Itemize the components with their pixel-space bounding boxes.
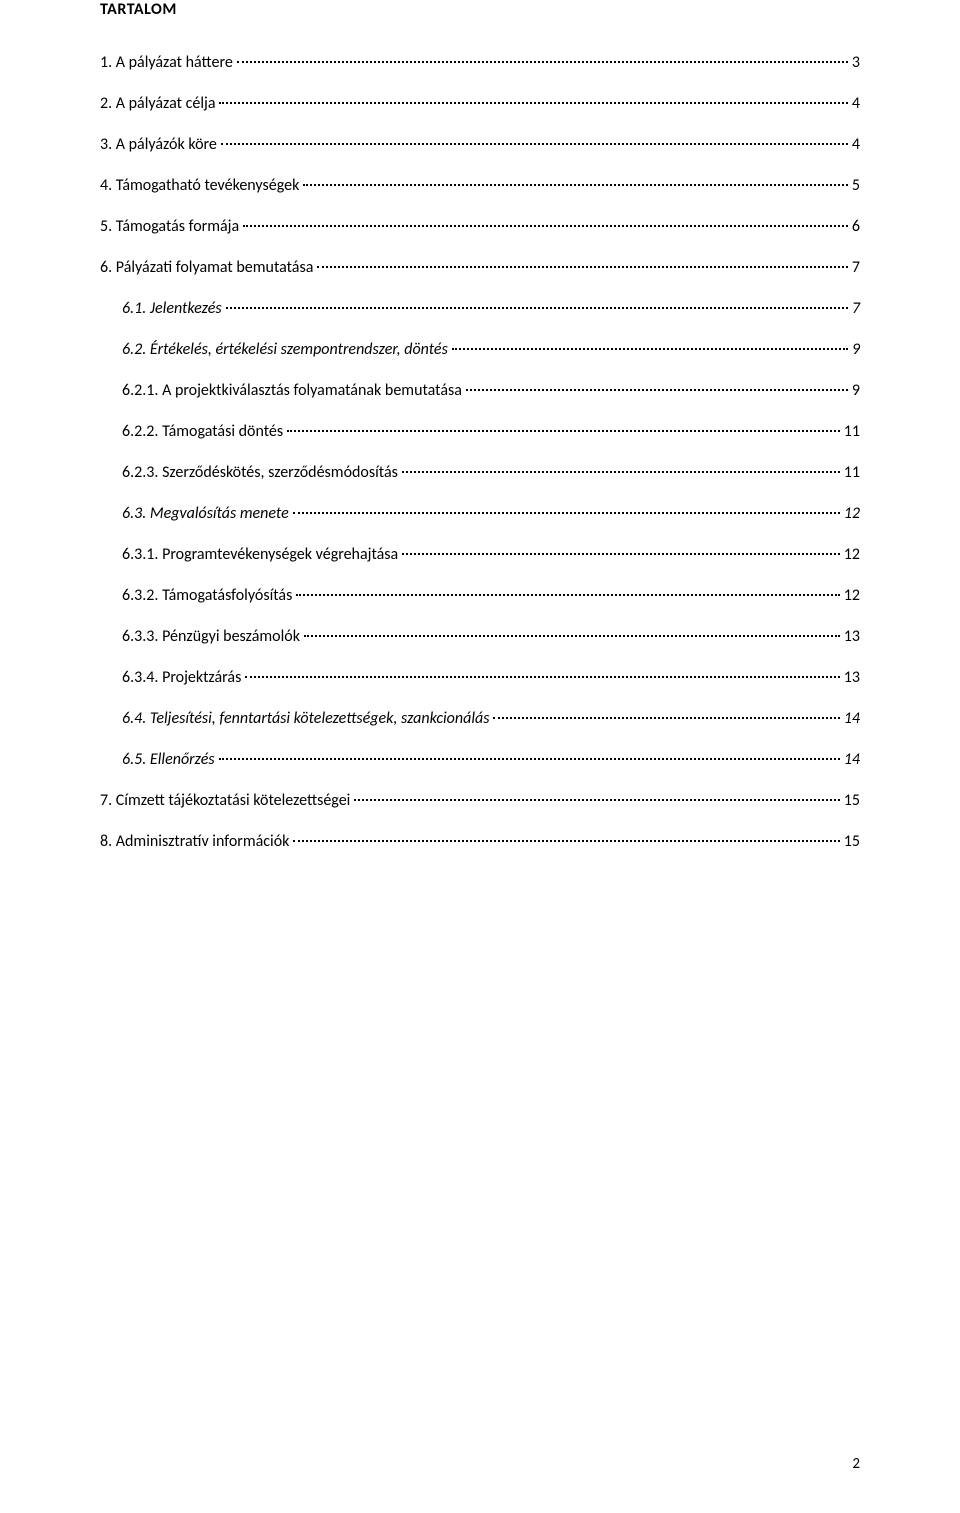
- toc-entry-label: 2. A pályázat célja: [100, 94, 215, 113]
- toc-leader-dots: [287, 430, 840, 432]
- toc-leader-dots: [493, 717, 839, 719]
- toc-entry-page: 15: [844, 791, 860, 810]
- toc-entry: 6.3.4. Projektzárás 13: [100, 668, 860, 687]
- toc-leader-dots: [219, 758, 840, 760]
- toc-entry-page: 7: [852, 258, 860, 277]
- toc-entry: 6. Pályázati folyamat bemutatása 7: [100, 258, 860, 277]
- page-number: 2: [852, 1455, 860, 1473]
- toc-leader-dots: [452, 348, 848, 350]
- toc-leader-dots: [466, 389, 848, 391]
- toc-leader-dots: [402, 553, 840, 555]
- toc-entry-page: 13: [844, 668, 860, 687]
- toc-leader-dots: [354, 799, 839, 801]
- toc-entry-label: 6.3.1. Programtevékenységek végrehajtása: [122, 545, 398, 564]
- toc-entry: 6.3.2. Támogatásfolyósítás 12: [100, 586, 860, 605]
- toc-leader-dots: [226, 307, 848, 309]
- document-page: TARTALOM 1. A pályázat háttere 3 2. A pály…: [0, 0, 960, 1513]
- toc-entry-label: 6.2.2. Támogatási döntés: [122, 422, 283, 441]
- toc-entry-label: 3. A pályázók köre: [100, 135, 217, 154]
- toc-entry-page: 11: [844, 463, 860, 482]
- toc-entry: 6.2. Értékelés, értékelési szempontrends…: [100, 340, 860, 359]
- toc-entry-page: 6: [852, 217, 860, 236]
- toc-entry-page: 15: [844, 832, 860, 851]
- toc-entry-label: 6.3.4. Projektzárás: [122, 668, 241, 687]
- toc-entry-label: 6.3.3. Pénzügyi beszámolók: [122, 627, 300, 646]
- toc-entry-page: 13: [844, 627, 860, 646]
- toc-leader-dots: [293, 840, 839, 842]
- toc-entry-label: 6.5. Ellenőrzés: [122, 750, 215, 769]
- toc-entry: 4. Támogatható tevékenységek 5: [100, 176, 860, 195]
- toc-entry-page: 9: [852, 340, 860, 359]
- toc-entry-label: 7. Címzett tájékoztatási kötelezettségei: [100, 791, 350, 810]
- toc-leader-dots: [221, 143, 848, 145]
- toc-entry-page: 12: [844, 504, 860, 523]
- toc-entry: 6.3. Megvalósítás menete 12: [100, 504, 860, 523]
- toc-entry: 6.3.3. Pénzügyi beszámolók 13: [100, 627, 860, 646]
- toc-leader-dots: [237, 61, 848, 63]
- toc-entry-label: 6.1. Jelentkezés: [122, 299, 222, 318]
- toc-entry-label: 5. Támogatás formája: [100, 217, 239, 236]
- toc-leader-dots: [317, 266, 848, 268]
- toc-entry: 6.1. Jelentkezés 7: [100, 299, 860, 318]
- toc-entry: 1. A pályázat háttere 3: [100, 53, 860, 72]
- toc-entry-label: 6.3.2. Támogatásfolyósítás: [122, 586, 292, 605]
- toc-entry-page: 5: [852, 176, 860, 195]
- toc-entry-label: 6.2. Értékelés, értékelési szempontrends…: [122, 340, 448, 359]
- toc-entry-label: 6.3. Megvalósítás menete: [122, 504, 289, 523]
- toc-entry-page: 4: [852, 135, 860, 154]
- toc-entry-label: 6.2.1. A projektkiválasztás folyamatának…: [122, 381, 462, 400]
- toc-entry-page: 4: [852, 94, 860, 113]
- toc-entry: 6.5. Ellenőrzés 14: [100, 750, 860, 769]
- toc-entry-page: 14: [844, 709, 860, 728]
- page-title: TARTALOM: [100, 0, 860, 19]
- toc-leader-dots: [219, 102, 847, 104]
- toc-leader-dots: [243, 225, 848, 227]
- toc-entry: 6.2.3. Szerződéskötés, szerződésmódosítá…: [100, 463, 860, 482]
- toc-leader-dots: [296, 594, 839, 596]
- toc-entry-label: 6. Pályázati folyamat bemutatása: [100, 258, 313, 277]
- toc-entry: 3. A pályázók köre 4: [100, 135, 860, 154]
- toc-leader-dots: [303, 184, 848, 186]
- toc-leader-dots: [293, 512, 840, 514]
- toc-entry-label: 6.4. Teljesítési, fenntartási kötelezett…: [122, 709, 489, 728]
- toc-entry: 6.4. Teljesítési, fenntartási kötelezett…: [100, 709, 860, 728]
- toc-entry-label: 1. A pályázat háttere: [100, 53, 233, 72]
- toc-entry: 8. Adminisztratív információk 15: [100, 832, 860, 851]
- toc-entry: 6.2.2. Támogatási döntés 11: [100, 422, 860, 441]
- toc-entry: 7. Címzett tájékoztatási kötelezettségei…: [100, 791, 860, 810]
- toc-entry-page: 12: [844, 586, 860, 605]
- toc-entry-label: 6.2.3. Szerződéskötés, szerződésmódosítá…: [122, 463, 398, 482]
- toc-entry: 5. Támogatás formája 6: [100, 217, 860, 236]
- toc-leader-dots: [402, 471, 840, 473]
- toc-entry: 6.3.1. Programtevékenységek végrehajtása…: [100, 545, 860, 564]
- table-of-contents: 1. A pályázat háttere 3 2. A pályázat célj…: [100, 53, 860, 851]
- toc-entry-label: 8. Adminisztratív információk: [100, 832, 289, 851]
- toc-entry-label: 4. Támogatható tevékenységek: [100, 176, 299, 195]
- toc-entry: 2. A pályázat célja 4: [100, 94, 860, 113]
- toc-entry-page: 3: [852, 53, 860, 72]
- toc-entry-page: 11: [844, 422, 860, 441]
- toc-entry: 6.2.1. A projektkiválasztás folyamatának…: [100, 381, 860, 400]
- toc-leader-dots: [304, 635, 840, 637]
- toc-leader-dots: [245, 676, 839, 678]
- toc-entry-page: 14: [844, 750, 860, 769]
- toc-entry-page: 7: [852, 299, 860, 318]
- toc-entry-page: 9: [852, 381, 860, 400]
- toc-entry-page: 12: [844, 545, 860, 564]
